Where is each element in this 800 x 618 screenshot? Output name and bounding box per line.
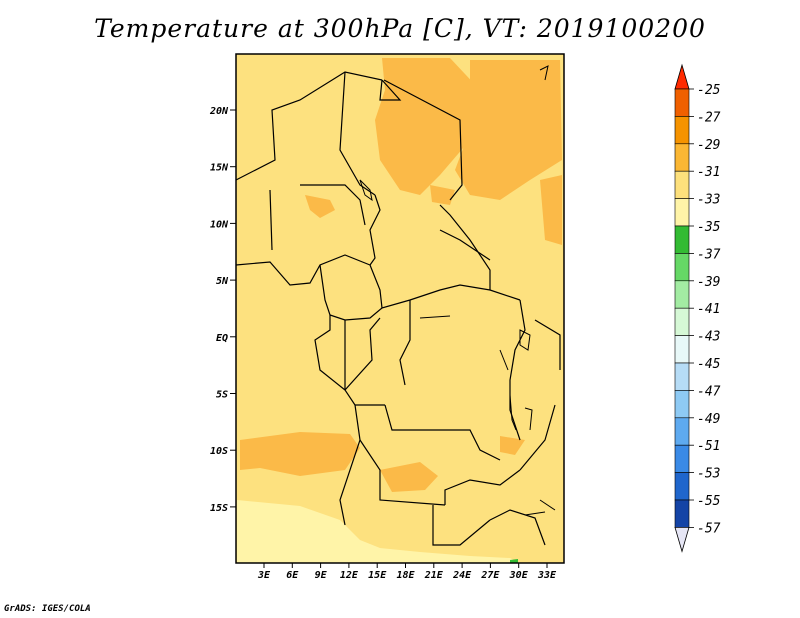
lat-tick-label: 10S bbox=[210, 446, 228, 457]
lon-tick-label: 30E bbox=[509, 570, 529, 581]
colorbar-segment bbox=[674, 143, 690, 172]
lat-tick-label: 10N bbox=[210, 219, 229, 230]
colorbar-segment bbox=[674, 444, 690, 473]
lon-tick-label: 15E bbox=[368, 570, 387, 581]
colorbar-segment bbox=[674, 307, 690, 336]
colorbar-segment bbox=[674, 253, 690, 282]
colorbar-top-arrow bbox=[674, 63, 690, 90]
lon-tick-label: 27E bbox=[480, 570, 500, 581]
colorbar-segment bbox=[674, 170, 690, 199]
colorbar-label: -47 bbox=[697, 384, 721, 399]
lon-tick-label: 9E bbox=[315, 570, 328, 581]
colorbar-segment bbox=[674, 88, 690, 117]
lat-tick-label: 20N bbox=[209, 106, 229, 117]
colorbar: -25 -27 -29 -31 -33 -35 -37 -39 -41 -43 -45 -47 -49 -… bbox=[674, 63, 721, 553]
cold-spot bbox=[510, 559, 518, 563]
latitude-axis: 20N 15N 10N 5N EQ 5S 10S 15S bbox=[209, 106, 236, 514]
cool-temperature-patches bbox=[237, 500, 520, 563]
colorbar-label: -33 bbox=[697, 193, 720, 208]
colorbar-label: -29 bbox=[697, 138, 720, 153]
colorbar-label: -43 bbox=[697, 330, 720, 345]
warm-temperature-patches bbox=[240, 58, 562, 492]
lat-tick-label: 15N bbox=[210, 163, 229, 174]
lon-tick-label: 24E bbox=[452, 570, 472, 581]
colorbar-label: -57 bbox=[697, 521, 721, 536]
lat-tick-label: 15S bbox=[210, 503, 228, 514]
colorbar-label: -41 bbox=[697, 302, 720, 317]
colorbar-segment bbox=[674, 472, 690, 501]
lon-tick-label: 6E bbox=[286, 570, 299, 581]
colorbar-label: -53 bbox=[697, 467, 720, 482]
lon-tick-label: 21E bbox=[424, 570, 444, 581]
map-frame bbox=[235, 53, 565, 564]
lat-tick-label: 5S bbox=[216, 390, 228, 401]
lat-tick-label: 5N bbox=[216, 276, 229, 287]
lon-tick-label: 33E bbox=[537, 570, 557, 581]
colorbar-segment bbox=[674, 417, 690, 446]
lon-tick-label: 3E bbox=[257, 570, 271, 581]
longitude-axis: 3E 6E 9E 12E 15E 18E 21E 24E 27E 30E 33E bbox=[257, 563, 557, 581]
colorbar-label: -39 bbox=[697, 275, 720, 290]
colorbar-label: -25 bbox=[697, 83, 721, 98]
colorbar-label: -35 bbox=[697, 220, 721, 235]
lon-tick-label: 18E bbox=[396, 570, 415, 581]
colorbar-segment bbox=[674, 116, 690, 145]
colorbar-label: -55 bbox=[697, 494, 721, 509]
colorbar-label: -27 bbox=[697, 110, 721, 125]
lat-tick-label: EQ bbox=[216, 333, 228, 344]
colorbar-segment bbox=[674, 280, 690, 309]
lon-tick-label: 12E bbox=[340, 570, 359, 581]
grads-credit: GrADS: IGES/COLA bbox=[4, 604, 91, 614]
colorbar-label: -49 bbox=[697, 412, 720, 427]
colorbar-label: -45 bbox=[697, 357, 721, 372]
colorbar-segment bbox=[674, 362, 690, 391]
colorbar-segment bbox=[674, 198, 690, 227]
colorbar-segment bbox=[674, 335, 690, 364]
colorbar-segment bbox=[674, 499, 690, 528]
map-title: Temperature at 300hPa [C], VT: 201910020… bbox=[94, 14, 706, 43]
country-boundaries bbox=[235, 71, 561, 546]
colorbar-label: -31 bbox=[697, 165, 720, 180]
colorbar-label: -37 bbox=[697, 247, 721, 262]
colorbar-segment bbox=[674, 225, 690, 254]
colorbar-label: -51 bbox=[697, 439, 720, 454]
colorbar-segment bbox=[674, 390, 690, 419]
colorbar-bottom-arrow bbox=[674, 527, 690, 553]
